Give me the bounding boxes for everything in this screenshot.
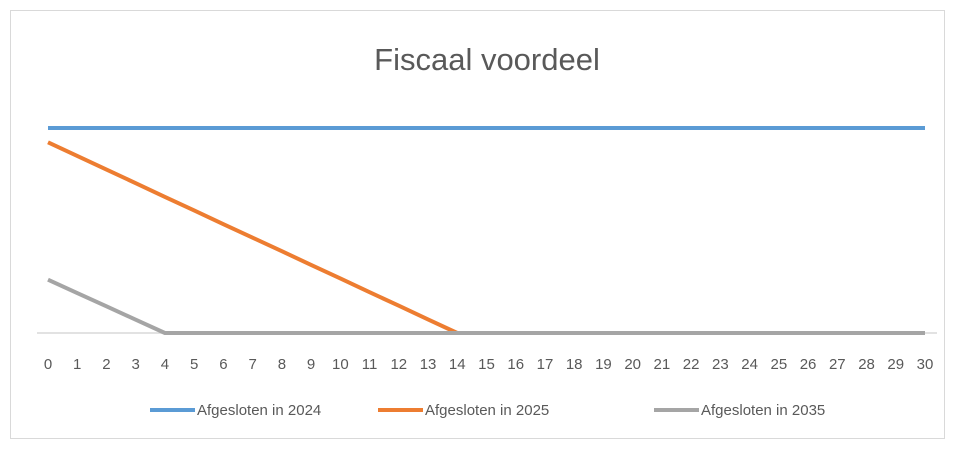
legend-label: Afgesloten in 2035 [701,402,825,419]
x-tick-label: 1 [73,356,81,373]
x-tick-label: 3 [132,356,140,373]
x-tick-label: 2 [102,356,110,373]
x-tick-label: 14 [449,356,466,373]
x-tick-label: 7 [248,356,256,373]
x-tick-label: 29 [887,356,904,373]
legend-label: Afgesloten in 2025 [425,402,549,419]
x-tick-label: 30 [917,356,934,373]
x-tick-label: 15 [478,356,495,373]
x-tick-label: 19 [595,356,612,373]
x-tick-label: 6 [219,356,227,373]
x-tick-label: 16 [507,356,524,373]
x-tick-label: 20 [624,356,641,373]
x-tick-label: 4 [161,356,169,373]
x-tick-label: 5 [190,356,198,373]
chart-title: Fiscaal voordeel [374,42,600,77]
legend-label: Afgesloten in 2024 [197,402,321,419]
x-tick-label: 18 [566,356,583,373]
x-tick-label: 21 [654,356,671,373]
series-line [47,277,925,335]
x-tick-label: 12 [390,356,407,373]
x-tick-label: 11 [362,356,378,373]
x-tick-label: 9 [307,356,315,373]
x-tick-label: 10 [332,356,349,373]
x-tick-label: 28 [858,356,875,373]
x-tick-label: 17 [537,356,554,373]
x-tick-label: 0 [44,356,52,373]
x-tick-label: 13 [420,356,437,373]
x-tick-label: 23 [712,356,729,373]
x-tick-label: 27 [829,356,846,373]
x-tick-label: 24 [741,356,758,373]
x-tick-label: 22 [683,356,700,373]
chart-frame [10,10,945,439]
x-tick-label: 25 [770,356,787,373]
x-tick-label: 8 [278,356,286,373]
x-tick-label: 26 [800,356,817,373]
